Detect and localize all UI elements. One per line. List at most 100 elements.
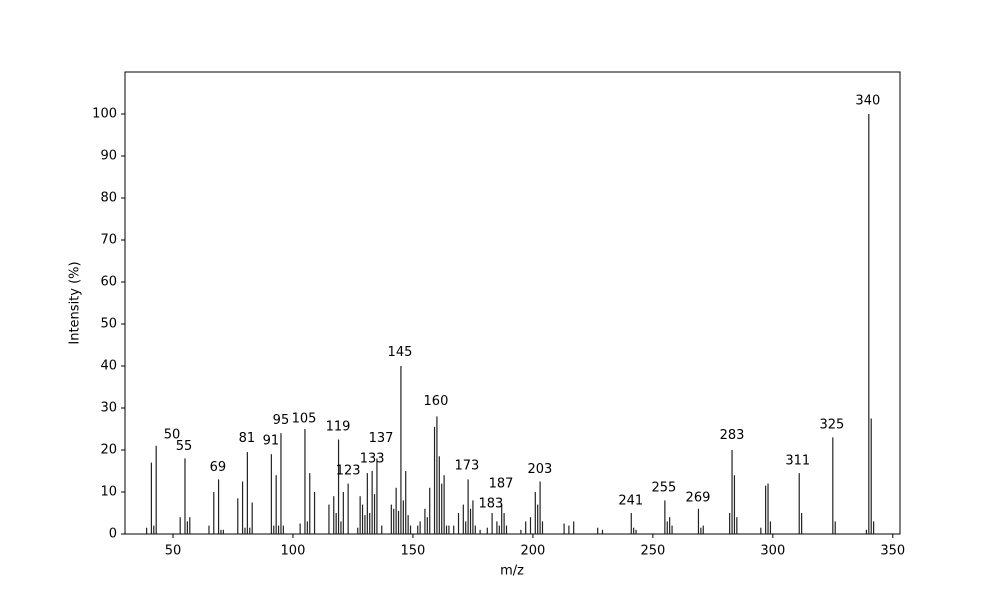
peak [150,462,152,534]
peak [237,498,239,534]
peak-label: 203 [527,462,552,477]
peak [275,475,277,534]
peak [424,508,426,534]
peak [760,527,762,534]
peak [491,513,493,534]
peak [402,500,404,534]
peak [563,523,565,534]
peak [453,525,455,534]
peak [436,416,438,534]
y-tick-label: 70 [100,233,117,248]
peak-label: 283 [720,428,745,443]
peak-label: 311 [785,453,810,468]
peak [448,525,450,534]
x-axis-label: m/z [500,564,524,579]
peak [186,521,188,534]
peak [189,517,191,534]
peak-label: 187 [489,477,514,492]
peak [479,529,481,534]
peak-label: 105 [292,411,317,426]
peak [249,527,251,534]
peak [390,504,392,534]
peak [270,454,272,534]
peak [273,525,275,534]
peak [541,521,544,534]
y-tick-label: 30 [100,401,117,416]
peak [426,517,428,534]
peak [469,508,472,534]
peak [496,521,498,534]
peak [241,481,244,534]
peak [462,504,464,534]
peak [364,515,366,534]
peak [520,529,522,534]
peak [409,525,412,534]
peak-label: 325 [819,417,844,432]
peak [697,508,700,534]
x-tick-label: 250 [640,544,665,559]
peak [733,475,736,534]
y-tick-label: 90 [100,149,117,164]
peak-label: 55 [176,439,193,454]
peak [299,523,301,534]
peak [361,504,364,534]
peak-label: 69 [210,460,227,475]
y-tick-label: 80 [100,191,117,206]
peak [529,517,532,534]
peak [736,517,738,534]
peak-label: 81 [239,431,256,446]
peak [798,473,800,534]
peak [568,525,570,534]
peak-label: 137 [369,431,394,446]
peak [537,504,539,534]
peak-label: 255 [651,480,676,495]
peak [217,479,220,534]
y-tick-label: 0 [109,527,117,542]
peak-label: 50 [164,427,181,442]
peak [769,521,772,534]
peak [395,487,397,534]
y-tick-label: 50 [100,317,117,332]
peak [145,527,148,534]
peak [767,483,769,534]
peak [280,433,282,534]
y-axis-label: Intensity (%) [68,261,83,344]
peak [304,429,306,534]
peak [441,483,443,534]
peak [664,500,666,534]
peak [153,525,155,534]
peak [373,494,376,534]
peak [597,527,599,534]
peak [601,529,604,534]
peak [503,513,505,534]
x-tick-label: 200 [520,544,545,559]
peak [486,527,488,534]
peak [342,492,344,534]
peak [633,527,635,534]
peak [534,492,536,534]
peak [438,456,440,534]
peak [419,521,421,534]
peak [630,513,632,534]
peak [457,513,460,534]
peak [669,517,671,534]
peak [671,525,673,534]
peak [277,525,280,534]
peak [873,521,875,534]
peak [393,508,395,534]
peak [371,471,373,534]
peak [465,521,467,534]
peak [246,452,248,534]
peak [179,517,181,534]
peak [417,525,419,534]
peak [222,529,224,534]
peak [306,521,308,534]
peak [765,485,767,534]
peak [474,525,476,534]
peak [834,521,836,534]
peak [251,502,253,534]
peak [244,527,246,534]
peak-label: 119 [326,419,351,434]
peak-label: 241 [618,493,643,508]
